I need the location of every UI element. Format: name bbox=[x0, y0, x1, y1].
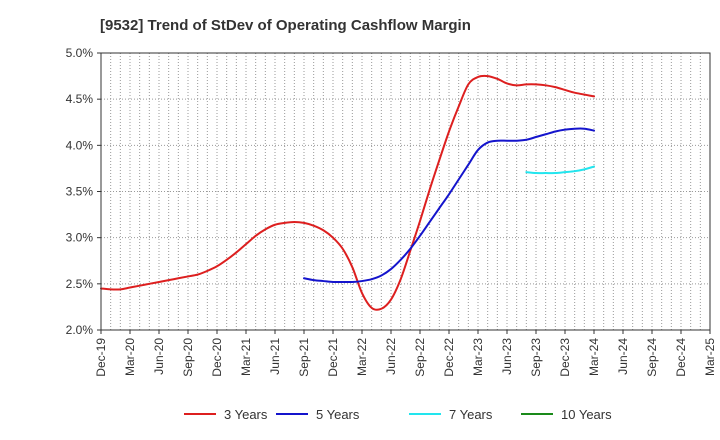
y-tick-label: 2.5% bbox=[66, 277, 94, 291]
x-tick-label: Jun-22 bbox=[384, 338, 398, 375]
y-tick-label: 4.5% bbox=[66, 92, 94, 106]
legend-label-5-years: 5 Years bbox=[316, 407, 360, 422]
x-axis-ticks: Dec-19 Mar-20 Jun-20 Sep-20 Dec-20 Mar-21 Jun-… bbox=[94, 330, 717, 377]
series-line-5-years bbox=[303, 127, 595, 284]
x-tick-label: Mar-23 bbox=[471, 338, 485, 376]
x-tick-label: Sep-24 bbox=[645, 338, 659, 377]
plot-lines bbox=[100, 74, 595, 311]
x-tick-label: Sep-23 bbox=[529, 338, 543, 377]
x-tick-label: Sep-22 bbox=[413, 338, 427, 377]
y-tick-label: 4.0% bbox=[66, 138, 94, 152]
x-tick-label: Jun-23 bbox=[500, 338, 514, 375]
x-tick-label: Jun-20 bbox=[152, 338, 166, 375]
x-tick-label: Mar-24 bbox=[587, 338, 601, 376]
series-line-3-years bbox=[100, 74, 595, 311]
x-tick-label: Jun-21 bbox=[268, 338, 282, 375]
x-tick-label: Dec-22 bbox=[442, 338, 456, 377]
y-tick-label: 5.0% bbox=[66, 46, 94, 60]
y-tick-label: 2.0% bbox=[66, 323, 94, 337]
legend-label-3-years: 3 Years bbox=[224, 407, 268, 422]
x-tick-label: Dec-23 bbox=[558, 338, 572, 377]
legend-label-10-years: 10 Years bbox=[561, 407, 612, 422]
x-tick-label: Jun-24 bbox=[616, 338, 630, 375]
y-tick-label: 3.5% bbox=[66, 185, 94, 199]
x-tick-label: Mar-25 bbox=[703, 338, 717, 376]
grid bbox=[101, 53, 710, 330]
x-tick-label: Mar-21 bbox=[239, 338, 253, 376]
legend: 3 Years 5 Years 7 Years 10 Years bbox=[184, 407, 612, 422]
x-tick-label: Sep-21 bbox=[297, 338, 311, 377]
x-tick-label: Sep-20 bbox=[181, 338, 195, 377]
x-tick-label: Dec-20 bbox=[210, 338, 224, 377]
y-axis-ticks: 2.0% 2.5% 3.0% 3.5% 4.0% 4.5% 5.0% bbox=[66, 46, 101, 337]
x-tick-label: Mar-20 bbox=[123, 338, 137, 376]
series-line-7-years bbox=[525, 165, 595, 175]
plot-frame bbox=[100, 52, 711, 331]
y-tick-label: 3.0% bbox=[66, 231, 94, 245]
x-tick-label: Dec-24 bbox=[674, 338, 688, 377]
legend-label-7-years: 7 Years bbox=[449, 407, 493, 422]
x-tick-label: Mar-22 bbox=[355, 338, 369, 376]
x-tick-label: Dec-21 bbox=[326, 338, 340, 377]
chart-title: [9532] Trend of StDev of Operating Cashf… bbox=[100, 17, 471, 34]
x-tick-label: Dec-19 bbox=[94, 338, 108, 377]
